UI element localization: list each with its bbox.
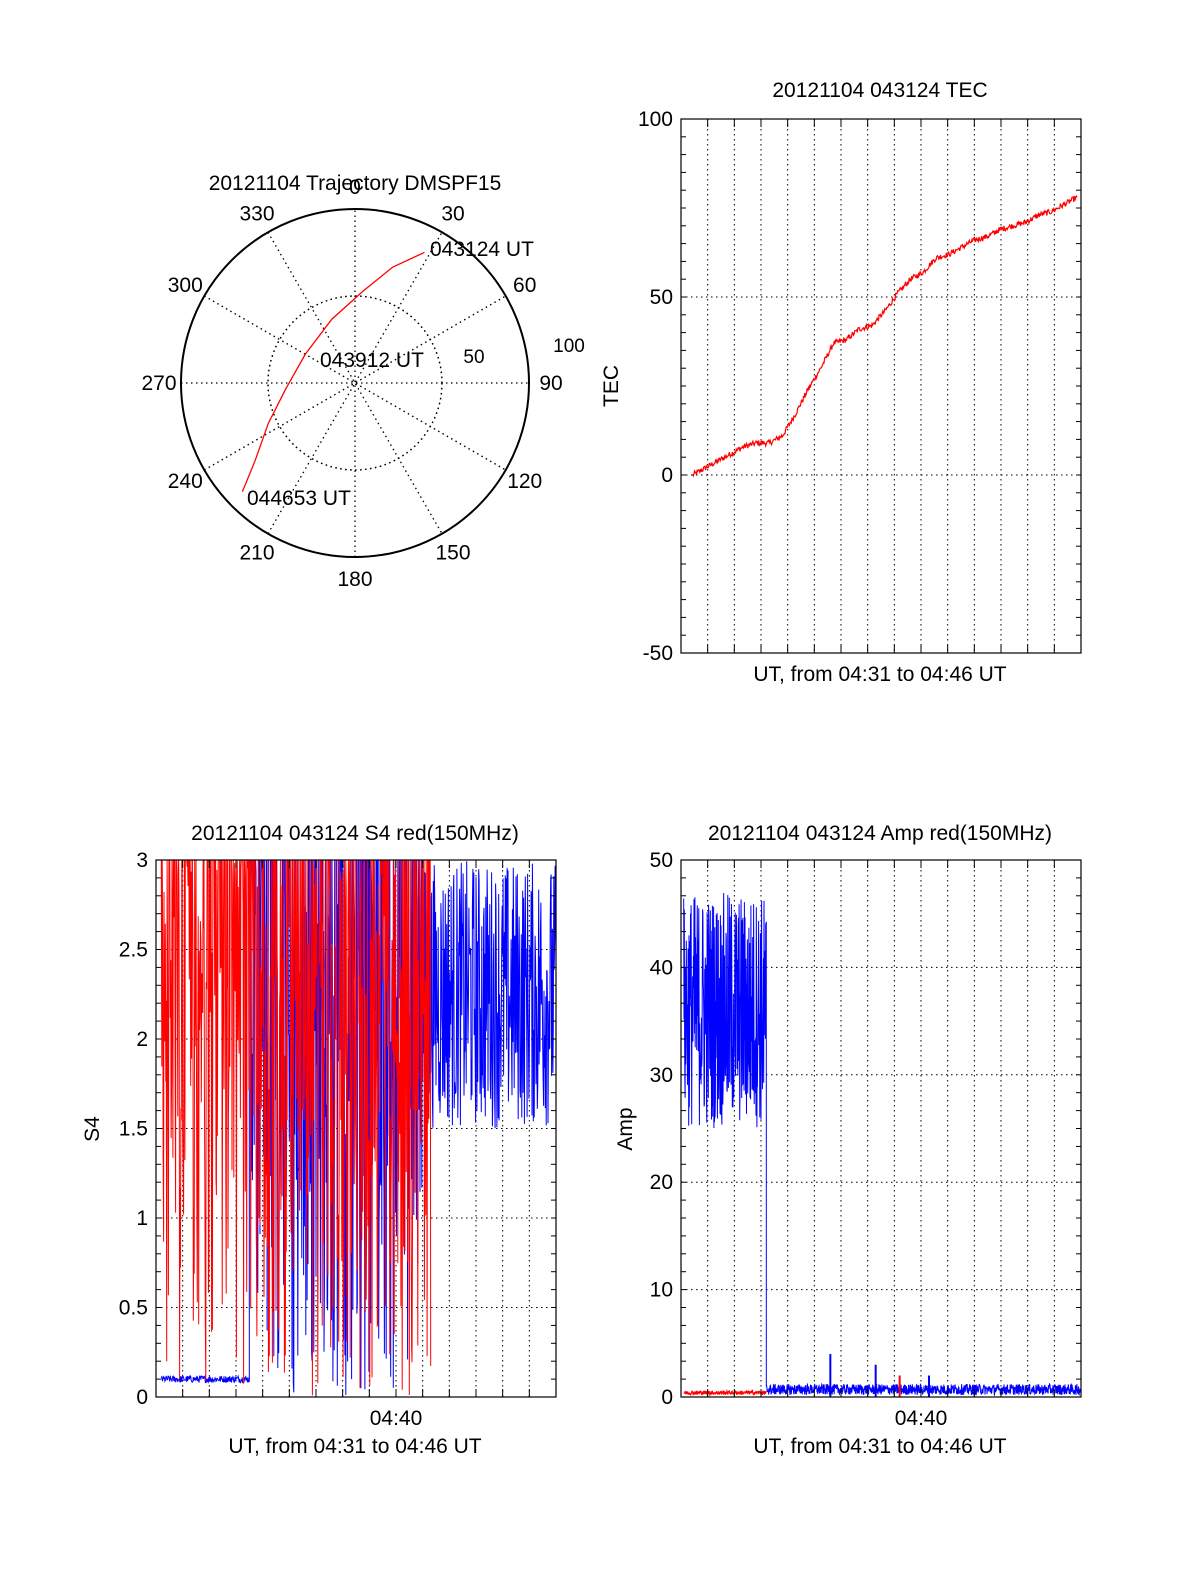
s4-y-axis-label: S4 [81,1116,104,1142]
amp-title: 20121104 043124 Amp red(150MHz) [708,822,1052,845]
polar-radial-label-100: 100 [553,336,585,357]
polar-angle-label: 330 [239,202,274,225]
trajectory-title: 20121104 Trajectory DMSPF15 [209,172,502,195]
tec-y-axis-label: TEC [600,365,623,407]
tec-title: 20121104 043124 TEC [772,79,987,102]
y-tick-label: 50 [650,286,673,309]
tec-y-ticks: -50 0 50 100 [638,108,1081,665]
tec-series [692,194,1078,478]
polar-grid-spoke [203,295,507,471]
polar-grid-spoke [267,231,443,535]
y-tick-label: 10 [650,1279,673,1302]
tec-x-axis-label: UT, from 04:31 to 04:46 UT [753,663,1006,686]
polar-angle-label: 270 [141,372,176,395]
y-tick-label: 0.5 [119,1297,148,1320]
amp-y-ticks: 0 10 20 30 40 50 [650,849,1081,1409]
trajectory-line [241,251,425,493]
tec-line [692,194,1078,478]
y-tick-label: 0 [136,1386,148,1409]
amp-chart: 20121104 043124 Amp red(150MHz) 0 10 20 30 4… [614,822,1082,1458]
y-tick-label: 1.5 [119,1118,148,1141]
y-tick-label: 40 [650,956,673,979]
polar-angle-label: 90 [539,372,562,395]
tec-grid [681,119,1081,653]
polar-angle-label: 150 [435,542,470,565]
y-tick-label: 30 [650,1064,673,1087]
amp-series [683,892,1082,1397]
amp-x-axis-label: UT, from 04:31 to 04:46 UT [753,1435,1006,1458]
trajectory-start-label: 043124 UT [430,238,534,261]
trajectory-mid-label: 043912 UT [320,349,424,372]
polar-grid-ring [267,295,443,471]
y-tick-label: 0 [661,1386,673,1409]
polar-angle-label: 30 [441,202,464,225]
s4-title: 20121104 043124 S4 red(150MHz) [191,822,519,845]
polar-grid-spoke [203,295,507,471]
polar-angle-label: 60 [513,274,536,297]
y-tick-label: -50 [643,642,673,665]
amp-x-tick-label: 04:40 [895,1407,948,1430]
y-tick-label: 2 [136,1028,148,1051]
tec-chart: 20121104 043124 TEC -50 0 50 100 TEC UT, fr… [600,79,1082,686]
s4-chart: 20121104 043124 S4 red(150MHz) 0 0.5 1 1.5 2… [81,822,557,1458]
series-line [683,892,1082,1397]
polar-angle-labels: 0 30 60 90 120 150 180 210 240 270 300 330 [141,176,562,591]
trajectory-chart: 20121104 Trajectory DMSPF15 0 30 60 90 120 15… [141,172,584,591]
polar-angle-label: 210 [239,542,274,565]
trajectory-end-label: 044653 UT [247,487,351,510]
tec-plot-frame [680,118,1082,654]
polar-radial-label-50: 50 [463,347,484,368]
s4-series [160,859,557,1396]
amp-y-axis-label: Amp [614,1107,637,1150]
polar-grid [181,209,529,557]
polar-angle-label: 180 [337,568,372,591]
polar-angle-label: 300 [168,274,203,297]
y-tick-label: 3 [136,849,148,872]
s4-y-ticks: 0 0.5 1 1.5 2 2.5 3 [119,849,556,1409]
series-line [683,1389,767,1397]
amp-grid [681,860,1081,1397]
y-tick-label: 100 [638,108,673,131]
trajectory-series [241,251,425,493]
polar-outer-ring [180,208,530,558]
polar-angle-label: 240 [168,470,203,493]
y-tick-label: 0 [661,464,673,487]
s4-x-tick-label: 04:40 [370,1407,423,1430]
polar-grid-spoke [267,231,443,535]
y-tick-label: 50 [650,849,673,872]
y-tick-label: 1 [136,1207,148,1230]
polar-angle-label: 120 [507,470,542,493]
polar-angle-label: 0 [349,176,361,199]
s4-x-axis-label: UT, from 04:31 to 04:46 UT [228,1435,481,1458]
y-tick-label: 2.5 [119,939,148,962]
y-tick-label: 20 [650,1171,673,1194]
polar-grid-ring [267,295,443,471]
